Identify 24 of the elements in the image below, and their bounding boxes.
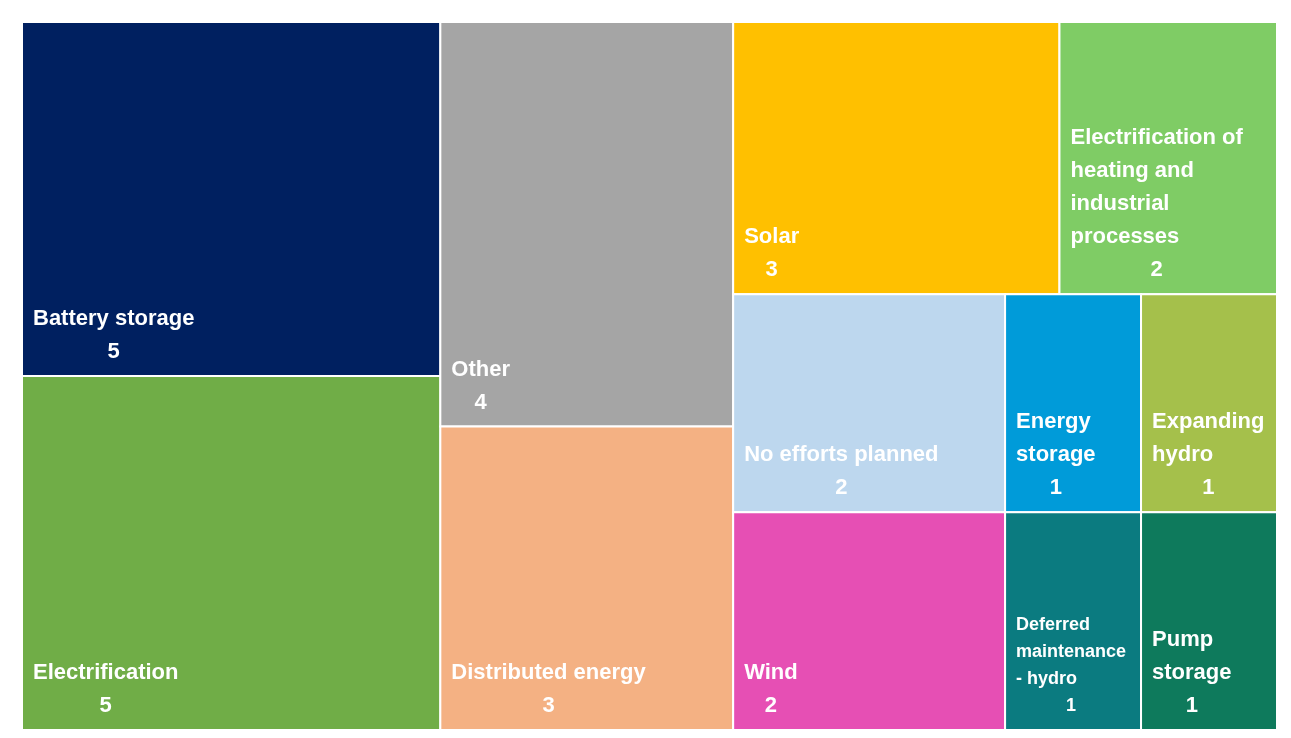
category-label: No efforts planned [744,441,939,467]
data-label: 3 [542,692,555,718]
category-label: Distributed energy [451,659,647,685]
data-label: 1 [1185,692,1198,718]
data-label: 2 [835,474,848,500]
category-label: Wind [744,659,798,685]
data-label: 2 [1150,256,1163,282]
category-label: Energy storage [1016,408,1096,467]
data-label: 5 [99,692,112,718]
category-label: Deferred maintenance - hydro [1016,613,1127,688]
category-label: Electrification [33,659,179,685]
data-label: 1 [1202,474,1215,500]
data-label: 5 [107,338,120,364]
category-label: Other [451,355,511,381]
category-label: Electrification of heating and industrial processes [1070,124,1244,249]
data-label: 1 [1066,694,1077,715]
data-label: 3 [765,256,778,282]
data-label: 4 [474,388,488,414]
data-label: 1 [1049,474,1062,500]
category-label: Solar [744,223,800,249]
category-label: Pump storage [1152,626,1232,685]
category-label: Expanding hydro [1152,408,1265,467]
category-label: Battery storage [33,305,195,331]
data-label: 2 [764,692,778,718]
